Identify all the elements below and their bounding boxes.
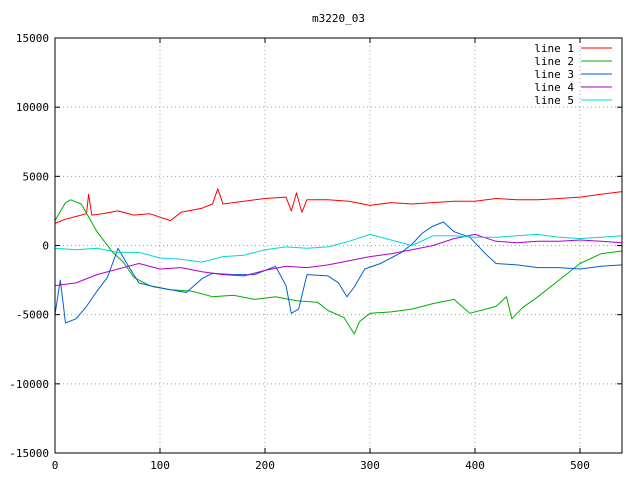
- chart-title: m3220_03: [312, 12, 365, 25]
- series-line-3: [54, 221, 623, 324]
- series-group: [54, 188, 623, 335]
- series-line-1: [54, 188, 623, 224]
- x-tick-label: 200: [255, 459, 275, 472]
- series-line-5: [54, 233, 623, 263]
- legend-label-1: line 1: [534, 42, 574, 55]
- axis-ticks: 0 100 200 300 400 500 -15000 -10000 -5000 0 5000 10…: [9, 32, 622, 472]
- x-tick-label: 400: [465, 459, 485, 472]
- grid: [55, 38, 622, 453]
- y-tick-label: -10000: [9, 378, 49, 391]
- y-tick-label: -5000: [16, 309, 49, 322]
- legend-label-4: line 4: [534, 81, 574, 94]
- y-tick-label: 15000: [16, 32, 49, 45]
- x-tick-label: 300: [360, 459, 380, 472]
- y-tick-label: -15000: [9, 447, 49, 460]
- y-tick-label: 0: [42, 240, 49, 253]
- legend-label-5: line 5: [534, 94, 574, 107]
- series-line-4: [54, 233, 623, 287]
- series-line-2: [54, 199, 623, 335]
- x-tick-label: 500: [570, 459, 590, 472]
- y-tick-label: 10000: [16, 101, 49, 114]
- legend-label-3: line 3: [534, 68, 574, 81]
- y-tick-label: 5000: [23, 170, 50, 183]
- x-tick-label: 100: [150, 459, 170, 472]
- legend-label-2: line 2: [534, 55, 574, 68]
- x-tick-label: 0: [52, 459, 59, 472]
